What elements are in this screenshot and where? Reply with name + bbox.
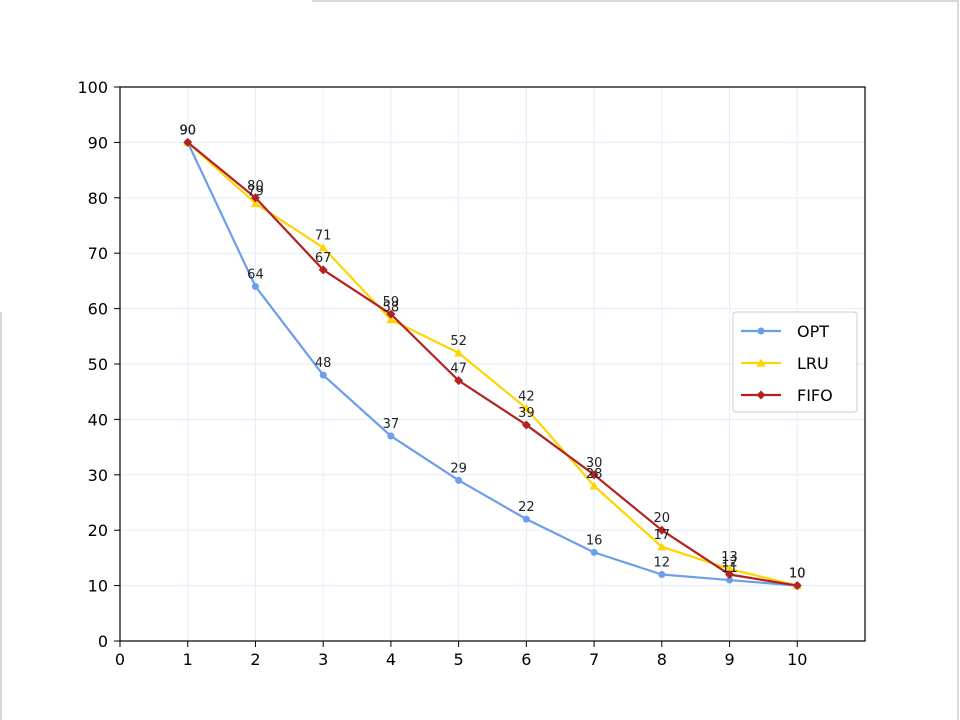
- data-label-lru: 71: [315, 229, 332, 244]
- x-tick-label: 8: [657, 650, 667, 669]
- data-point-lru: [318, 243, 328, 252]
- data-label-opt: 11: [721, 561, 738, 576]
- x-tick-label: 4: [386, 650, 396, 669]
- data-label-opt: 48: [315, 356, 332, 371]
- data-label-fifo: 30: [586, 456, 603, 471]
- x-tick-label: 1: [183, 650, 193, 669]
- data-point-lru: [386, 315, 396, 324]
- data-label-lru: 79: [247, 184, 264, 199]
- data-label-opt: 90: [179, 123, 196, 138]
- data-point-lru: [454, 348, 464, 357]
- data-point-fifo: [657, 525, 667, 535]
- data-label-lru: 42: [518, 389, 535, 404]
- data-point-opt: [387, 432, 395, 440]
- data-label-fifo: 67: [315, 251, 332, 266]
- y-tick-label: 30: [88, 466, 108, 485]
- data-label-opt: 12: [654, 556, 671, 571]
- data-point-fifo: [589, 470, 599, 480]
- data-label-lru: 10: [789, 567, 806, 582]
- data-label-opt: 37: [383, 417, 400, 432]
- x-tick-label: 3: [318, 650, 328, 669]
- data-point-fifo: [386, 309, 396, 319]
- y-tick-label: 60: [88, 300, 108, 319]
- x-tick-label: 7: [589, 650, 599, 669]
- legend-box: [732, 311, 858, 413]
- data-point-fifo: [454, 376, 464, 386]
- data-label-fifo: 80: [247, 179, 264, 194]
- data-label-fifo: 10: [789, 567, 806, 582]
- data-point-opt: [522, 515, 530, 523]
- data-point-fifo: [318, 265, 328, 275]
- data-label-fifo: 59: [383, 295, 400, 310]
- x-tick-label: 6: [521, 650, 531, 669]
- legend-label-fifo: FIFO: [797, 386, 833, 405]
- data-label-opt: 16: [586, 533, 603, 548]
- legend: OPT LRU FIFO: [732, 311, 858, 413]
- data-point-lru: [250, 198, 260, 207]
- data-point-fifo: [521, 420, 531, 430]
- data-label-lru: 13: [721, 550, 738, 565]
- y-tick-label: 80: [88, 189, 108, 208]
- data-label-opt: 22: [518, 500, 535, 515]
- data-point-lru: [725, 564, 735, 573]
- y-tick-label: 20: [88, 521, 108, 540]
- series-line-lru: [186, 141, 798, 587]
- data-point-lru: [657, 542, 667, 551]
- data-label-opt: 64: [247, 267, 264, 282]
- data-label-opt: 10: [789, 567, 806, 582]
- x-tick-label: 5: [454, 650, 464, 669]
- data-label-lru: 58: [383, 301, 400, 316]
- x-tick-label: 9: [724, 650, 734, 669]
- y-tick-label: 0: [98, 632, 108, 651]
- legend-marker-fifo: [756, 390, 766, 400]
- data-label-lru: 17: [654, 528, 671, 543]
- data-point-opt: [658, 571, 666, 579]
- data-label-lru: 90: [179, 123, 196, 138]
- y-tick-label: 90: [88, 133, 108, 152]
- y-tick-label: 50: [88, 355, 108, 374]
- data-label-fifo: 47: [450, 362, 467, 377]
- data-point-fifo: [250, 193, 260, 203]
- series-line-opt: [186, 141, 798, 587]
- series-lines: [183, 137, 802, 591]
- data-label-fifo: 39: [518, 406, 535, 421]
- window-frame-right: [957, 0, 959, 720]
- x-tick-label: 10: [787, 650, 807, 669]
- data-point-opt: [455, 476, 463, 484]
- x-tick-label: 0: [115, 650, 125, 669]
- legend-label-lru: LRU: [797, 354, 829, 373]
- data-point-fifo: [183, 137, 193, 147]
- legend-marker-lru: [756, 358, 766, 367]
- y-tick-label: 10: [88, 577, 108, 596]
- data-point-opt: [319, 371, 327, 379]
- y-tick-label: 100: [77, 78, 108, 97]
- data-label-fifo: 90: [179, 123, 196, 138]
- window-frame-left: [0, 312, 2, 720]
- data-label-fifo: 12: [721, 556, 738, 571]
- legend-marker-opt: [757, 327, 765, 335]
- data-point-fifo: [725, 570, 735, 580]
- data-point-lru: [521, 403, 531, 412]
- data-label-lru: 28: [586, 467, 603, 482]
- data-label-fifo: 20: [654, 511, 671, 526]
- data-point-fifo: [792, 581, 802, 591]
- data-point-opt: [726, 576, 734, 584]
- y-tick-label: 70: [88, 244, 108, 263]
- x-tick-label: 2: [250, 650, 260, 669]
- data-label-opt: 29: [450, 461, 467, 476]
- data-point-opt: [590, 548, 598, 556]
- data-point-lru: [589, 481, 599, 490]
- y-tick-label: 40: [88, 410, 108, 429]
- series-line-fifo: [187, 141, 798, 587]
- window-frame-top: [312, 0, 957, 2]
- legend-label-opt: OPT: [797, 322, 829, 341]
- data-point-opt: [251, 282, 259, 290]
- data-label-lru: 52: [450, 334, 467, 349]
